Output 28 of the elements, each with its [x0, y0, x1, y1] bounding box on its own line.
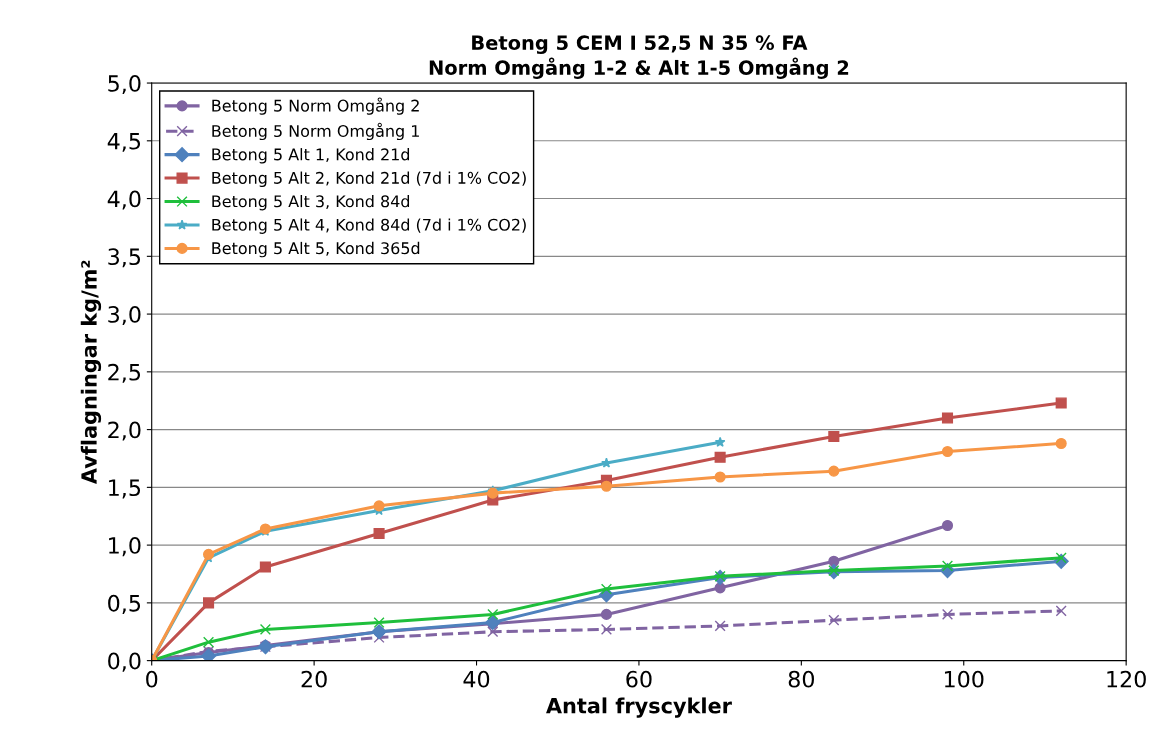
x-tick-label: 120 [1107, 670, 1146, 688]
x-axis-title: Antal fryscykler [546, 697, 732, 718]
x-tick-label: 80 [788, 670, 814, 688]
x-tick-label: 40 [463, 670, 490, 688]
y-tick-label: 5,0 [108, 75, 141, 95]
x-tick-label: 60 [626, 670, 652, 688]
chart-title: Betong 5 CEM I 52,5 N 35 % FA Norm Omgång 1-2 & Alt 1-5 Omgång 2 [429, 35, 849, 79]
x-tick-label: 20 [301, 670, 327, 688]
legend-label: Betong 5 Alt 1, Kond 21d [212, 148, 410, 164]
legend-label: Betong 5 Alt 3, Kond 84d [212, 194, 410, 211]
y-tick-label: 4,5 [107, 133, 141, 152]
y-tick-label: 3,0 [108, 306, 141, 326]
y-tick-label: 0,0 [108, 652, 141, 672]
y-tick-label: 2,5 [108, 363, 141, 383]
y-axis-title: Avflagningar kg/m² [80, 260, 102, 485]
legend-label: Betong 5 Norm Omgång 2 [212, 97, 419, 115]
y-tick-label: 0,5 [108, 594, 141, 614]
y-tick-label: 4,0 [107, 190, 141, 210]
x-tick-label: 100 [944, 670, 984, 688]
y-tick-label: 2,0 [108, 421, 141, 441]
y-tick-label: 3,5 [108, 248, 141, 268]
legend-label: Betong 5 Alt 2, Kond 21d (7d i 1% CO2) [212, 171, 526, 187]
x-tick-label: 0 [146, 670, 158, 688]
y-tick-label: 1,5 [109, 479, 141, 499]
legend-label: Betong 5 Alt 4, Kond 84d (7d i 1% CO2) [212, 218, 526, 234]
legend-label: Betong 5 Norm Omgång 1 [212, 122, 419, 141]
y-tick-label: 1,0 [109, 537, 141, 557]
legend-label: Betong 5 Alt 5, Kond 365d [212, 241, 420, 258]
